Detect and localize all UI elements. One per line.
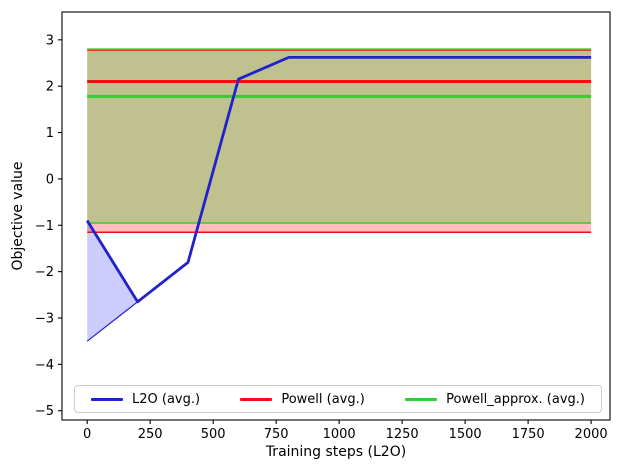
svg-text:1000: 1000: [323, 427, 356, 442]
svg-text:−1: −1: [35, 219, 54, 234]
svg-text:−3: −3: [35, 312, 54, 327]
svg-text:0: 0: [83, 427, 91, 442]
legend-item-powell: Powell (avg.): [240, 392, 365, 407]
svg-text:2000: 2000: [575, 427, 608, 442]
legend-label-powell: Powell (avg.): [281, 391, 365, 407]
legend-label-l2o: L2O (avg.): [132, 391, 201, 407]
svg-text:1750: 1750: [512, 427, 545, 442]
legend-label-powell-approx: Powell_approx. (avg.): [446, 391, 585, 407]
svg-text:−4: −4: [35, 358, 54, 373]
powell-approx-line-swatch: [405, 397, 438, 401]
legend-item-l2o: L2O (avg.): [91, 392, 200, 407]
legend: L2O (avg.) Powell (avg.) Powell_approx. …: [74, 385, 602, 413]
svg-text:−5: −5: [35, 404, 54, 419]
y-axis-label: Objective value: [10, 161, 26, 271]
svg-text:1250: 1250: [386, 427, 419, 442]
svg-text:250: 250: [138, 427, 163, 442]
svg-text:2: 2: [46, 80, 54, 95]
svg-text:500: 500: [201, 427, 226, 442]
svg-text:0: 0: [46, 172, 54, 187]
svg-text:750: 750: [264, 427, 289, 442]
l2o-line-swatch: [91, 397, 123, 401]
svg-text:3: 3: [46, 33, 54, 48]
legend-item-powell-approx: Powell_approx. (avg.): [405, 392, 585, 407]
svg-text:1: 1: [46, 126, 54, 141]
svg-text:−2: −2: [35, 265, 54, 280]
powell-line-swatch: [240, 397, 273, 401]
svg-text:1500: 1500: [449, 427, 482, 442]
x-axis-label: Training steps (L2O): [265, 444, 407, 460]
